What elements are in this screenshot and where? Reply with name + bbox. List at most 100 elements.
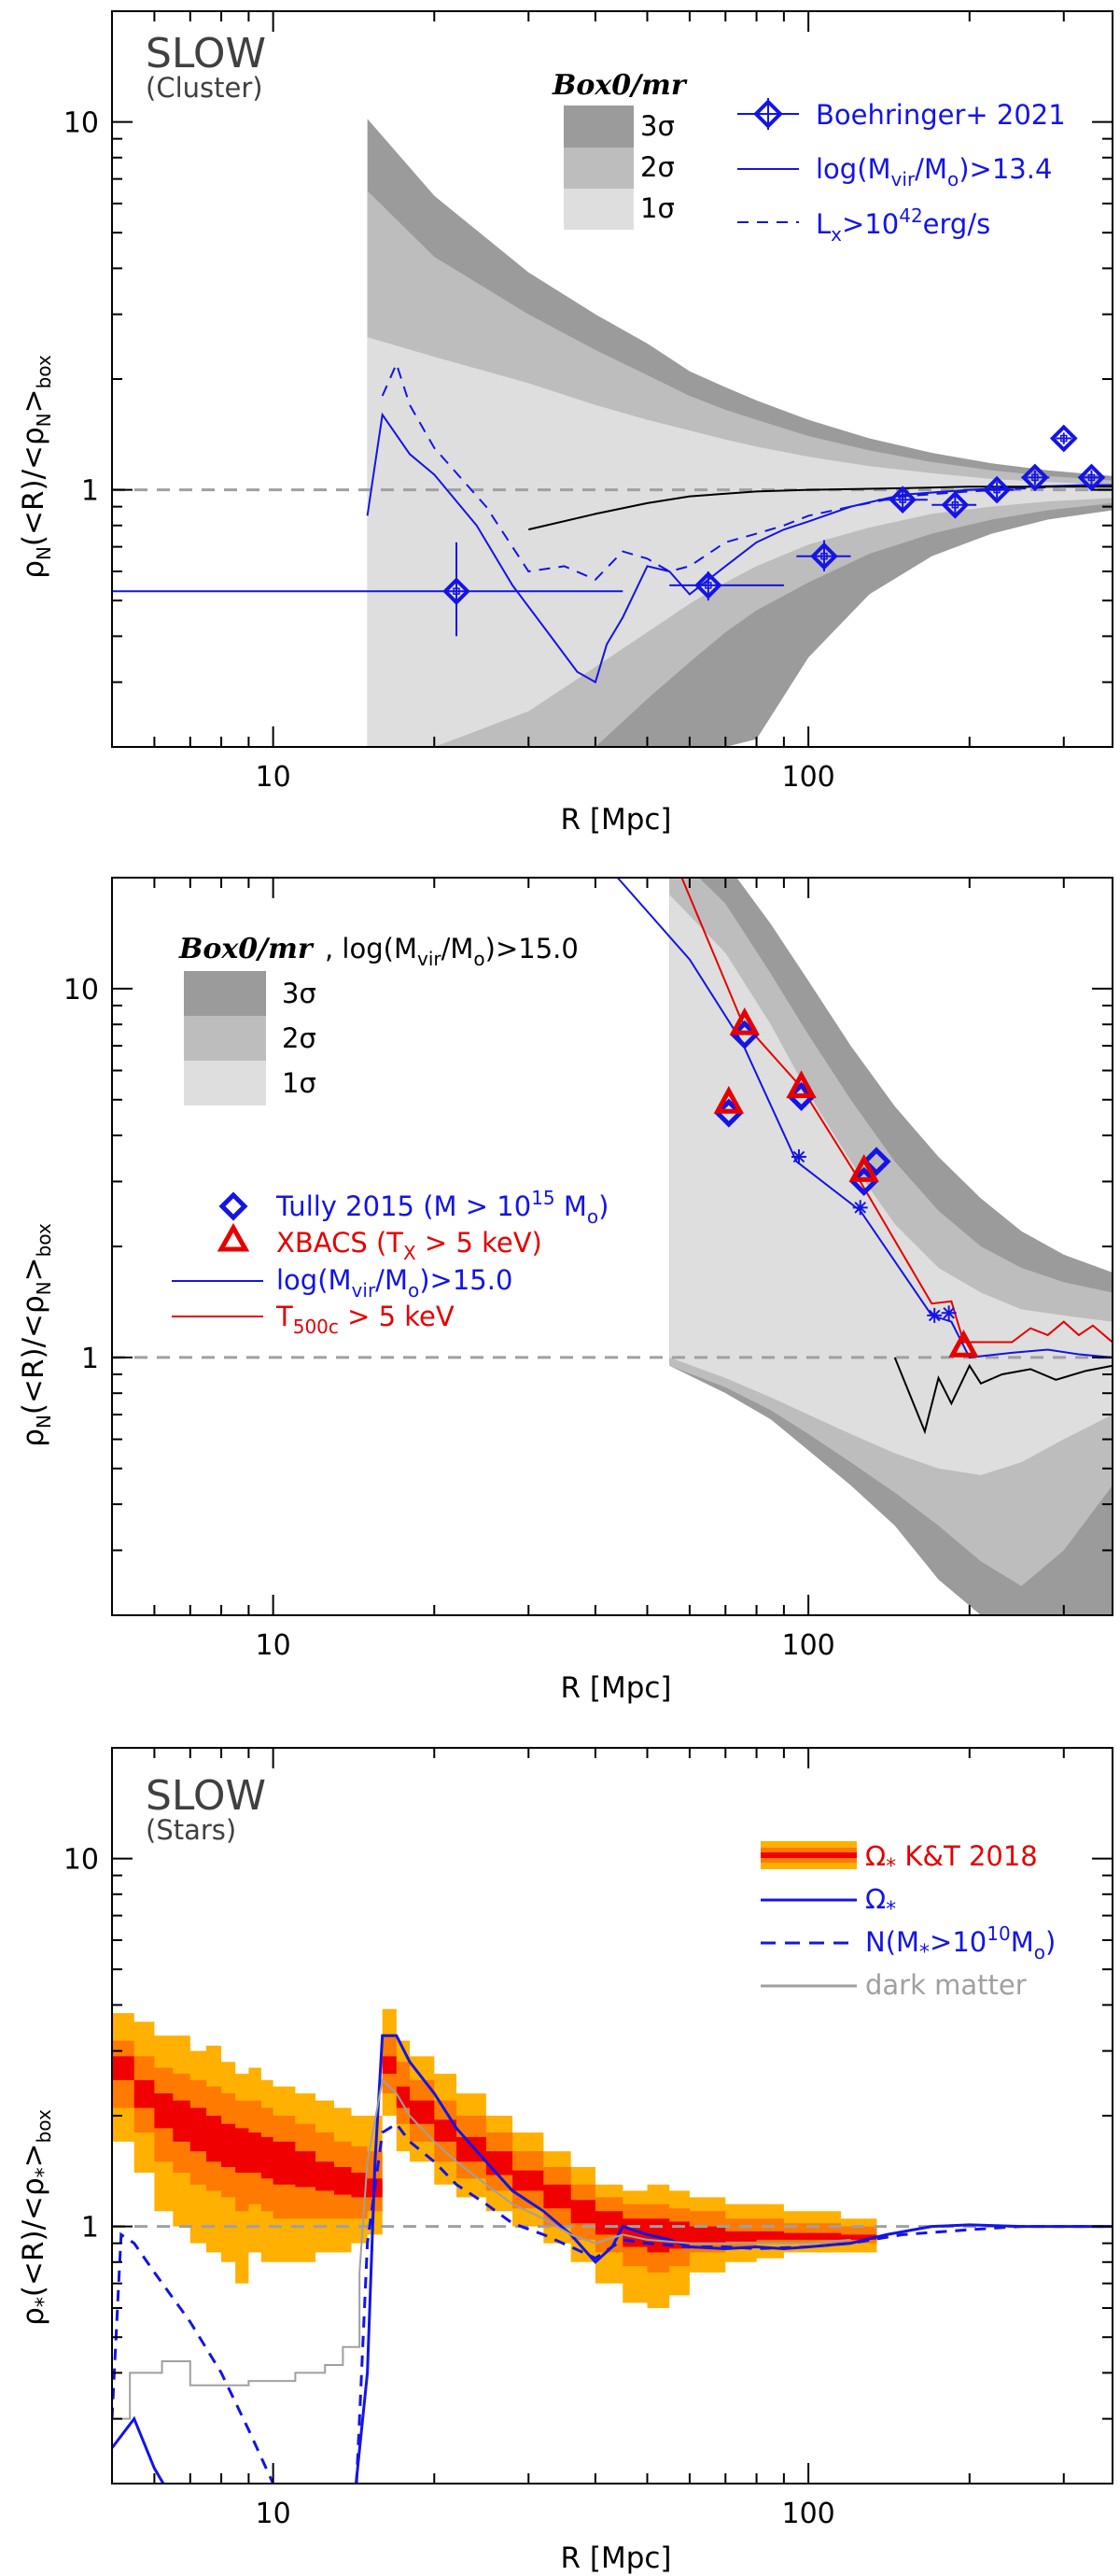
observation-markers: [713, 1006, 979, 1358]
legend-omega-label: Ω*: [865, 1883, 896, 1921]
legend-triangle-marker: [217, 1222, 250, 1252]
legend-1sigma-label: 1σ: [640, 192, 675, 224]
legend-band-3sigma: [184, 971, 266, 1016]
sigma-bands: [669, 878, 1113, 1615]
legend-marker-boehringer: [737, 98, 799, 130]
legend-box-suffix: , log(Mvir/Mo)>15.0: [325, 933, 579, 970]
x-tick-label: 100: [782, 761, 835, 794]
panel-massive-clusters: 10 100 1 10 Box0/mr , log(Mvir/Mo)>15.0 3σ …: [17, 877, 1113, 1705]
xbacs-triangle: [848, 1154, 879, 1182]
y-tick-label: 10: [63, 107, 99, 140]
legend-tully-label: Tully 2015 (M > 1015 Mo): [275, 1187, 609, 1228]
x-axis-label: R [Mpc]: [560, 803, 671, 837]
series-lines: [616, 878, 1113, 1435]
legend-t500-label: T500c > 5 keV: [275, 1301, 455, 1338]
legend-nstar-label: N(M*>1010Mo): [865, 1922, 1056, 1964]
legend-band-1sigma: [564, 189, 634, 230]
panel-title: SLOW: [146, 1772, 266, 1820]
legend-xbacs-label: XBACS (TX > 5 keV): [276, 1227, 542, 1264]
series-line-0: [112, 2034, 1113, 2484]
legend-series: Ω* K&T 2018 Ω* N(M*>1010Mo) dark matter: [761, 1840, 1056, 2001]
boehringer-point: [877, 486, 928, 514]
xbacs-triangle: [786, 1070, 817, 1099]
boehringer-point: [112, 542, 623, 637]
x-axis-label: R [Mpc]: [560, 1671, 671, 1705]
legend-mvir-label: log(Mvir/Mo)>13.4: [816, 153, 1052, 190]
star-marker: [927, 1307, 943, 1323]
legend-mvir15-label: log(Mvir/Mo)>15.0: [276, 1264, 512, 1302]
legend-3sigma-label: 3σ: [640, 110, 675, 142]
y-axis-label: ρN(<R)/<ρN>box: [17, 355, 55, 579]
legend-box-label: Box0/mr: [552, 69, 688, 102]
boehringer-point: [796, 540, 851, 572]
sigma-bands: [367, 119, 1113, 747]
series-line-2: [112, 2077, 851, 2420]
boehringer-point: [669, 571, 784, 601]
y-tick-label: 1: [81, 475, 99, 508]
series-line-0: [366, 412, 1113, 684]
y-tick-label: 10: [63, 974, 99, 1006]
y-tick-label: 1: [81, 1343, 99, 1375]
legend-band-1sigma: [184, 1061, 266, 1105]
legend-kt-label: Ω* K&T 2018: [865, 1840, 1038, 1879]
series-lines: [366, 360, 1113, 684]
legend-band-2sigma: [564, 148, 634, 189]
band-1sigma: [367, 337, 1113, 747]
x-tick-label: 10: [256, 1629, 291, 1662]
xbacs-triangle: [713, 1086, 745, 1114]
legend-2sigma-label: 2σ: [282, 1022, 316, 1054]
kt-band-core: [112, 2056, 877, 2253]
legend-2sigma-label: 2σ: [640, 151, 675, 183]
tully-diamond: [861, 1147, 891, 1176]
star-marker: [791, 1149, 806, 1164]
legend-1sigma-label: 1σ: [282, 1067, 316, 1099]
panel-cluster: 10 100 1 10 SLOW (Cluster) Box0/mr 3σ 2σ 1σ…: [0, 0, 1120, 840]
x-tick-label: 10: [256, 2498, 291, 2530]
legend-bands: Box0/mr 3σ 2σ 1σ: [552, 69, 688, 230]
xbacs-triangle: [948, 1330, 979, 1358]
legend-series: Boehringer+ 2021 log(Mvir/Mo)>13.4 Lx>10…: [737, 98, 1066, 246]
x-tick-label: 100: [782, 2498, 835, 2530]
y-axis-label: ρ*(<R)/<ρ*>box: [17, 2109, 56, 2326]
xbacs-triangle: [729, 1006, 760, 1035]
panel-stars: 10 100 1 10 SLOW (Stars) Ω* K&T 2018 Ω* N(M…: [17, 1747, 1113, 2575]
boehringer-point: [980, 475, 1015, 504]
legend-band-2sigma: [184, 1016, 266, 1061]
boehringer-point: [1021, 463, 1050, 492]
x-tick-label: 100: [782, 1629, 835, 1662]
panel-subtitle: (Stars): [146, 1814, 236, 1846]
axes-frame: 10 100 1 10: [63, 1747, 1113, 2530]
legend-3sigma-label: 3σ: [282, 978, 316, 1009]
y-axis-label: ρN(<R)/<ρN>box: [17, 1223, 55, 1447]
series-line-1: [112, 2121, 1113, 2484]
legend-kt-band-swatch: [761, 1841, 857, 1869]
boehringer-point: [931, 490, 977, 519]
series-lines: [112, 2034, 1113, 2484]
legend-dm-label: dark matter: [865, 1969, 1027, 2001]
panel-title: SLOW: [146, 30, 266, 77]
series-line-2: [893, 1357, 1113, 1435]
panel-subtitle: (Cluster): [146, 72, 263, 104]
star-marker: [852, 1200, 868, 1216]
y-tick-label: 1: [81, 2212, 99, 2245]
x-axis-label: R [Mpc]: [560, 2541, 671, 2575]
series-line-0: [616, 878, 1113, 1358]
boehringer-point: [1077, 463, 1106, 492]
legend-diamond-marker: [218, 1191, 248, 1221]
axes-frame: 10 100 1 10: [63, 10, 1113, 794]
kt2018-band: [112, 2008, 877, 2309]
series-line-2: [528, 486, 1113, 531]
y-tick-label: 10: [63, 1844, 99, 1877]
x-tick-label: 10: [256, 761, 291, 794]
star-marker: [941, 1305, 957, 1321]
boehringer-point: [1049, 424, 1078, 453]
boehringer-points: [112, 424, 1106, 637]
series-line-1: [381, 360, 1113, 581]
axes-frame: 10 100 1 10: [63, 877, 1113, 1662]
legend-box-label: Box0/mr: [178, 933, 315, 965]
legend-band-3sigma: [564, 106, 634, 148]
legend-bands: Box0/mr , log(Mvir/Mo)>15.0 3σ 2σ 1σ: [178, 933, 579, 1105]
band-1sigma: [669, 894, 1113, 1475]
series-line-1: [680, 878, 1113, 1344]
